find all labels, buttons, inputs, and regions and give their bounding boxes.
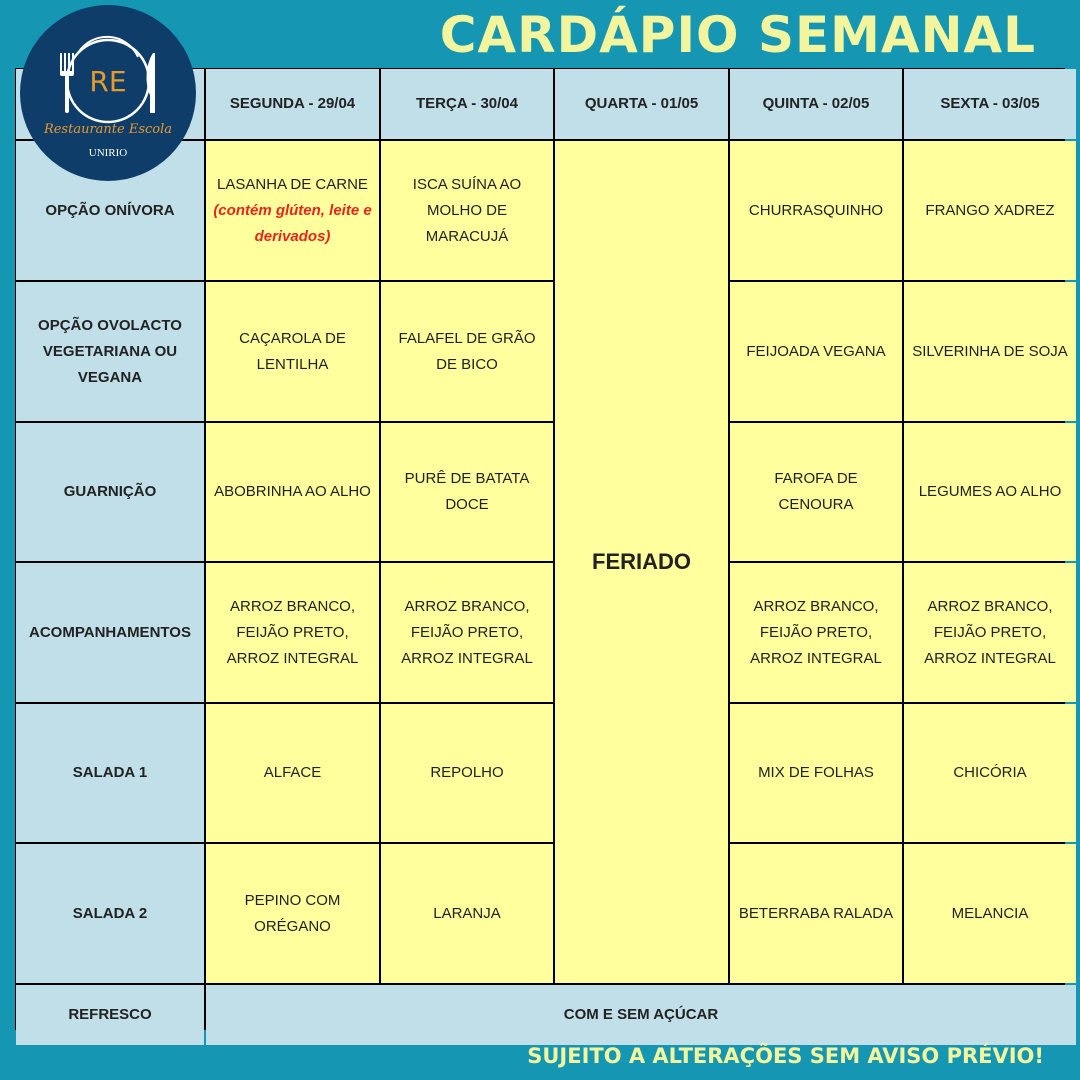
allergen-note: (contém glúten, leite e derivados) (213, 201, 372, 245)
dish: LASANHA DE CARNE (217, 175, 368, 193)
menu-cell: FEIJOADA VEGANA (730, 282, 902, 421)
logo-name: Restaurante Escola (43, 122, 173, 137)
row-label: REFRESCO (16, 985, 204, 1045)
menu-cell: CAÇAROLA DE LENTILHA (206, 282, 379, 421)
refresco-cell: COM E SEM AÇÚCAR (206, 985, 1076, 1045)
menu-cell: FAROFA DE CENOURA (730, 423, 902, 561)
menu-cell: PEPINO COM ORÉGANO (206, 844, 379, 983)
menu-cell: ABOBRINHA AO ALHO (206, 423, 379, 561)
row-label: ACOMPANHAMENTOS (16, 563, 204, 702)
menu-cell: LASANHA DE CARNE (contém glúten, leite e… (206, 141, 379, 280)
menu-cell: ISCA SUÍNA AO MOLHO DE MARACUJÁ (381, 141, 553, 280)
menu-cell: BETERRABA RALADA (730, 844, 902, 983)
menu-cell: ALFACE (206, 704, 379, 842)
menu-cell: ARROZ BRANCO, FEIJÃO PRETO, ARROZ INTEGR… (730, 563, 902, 702)
menu-cell: ARROZ BRANCO, FEIJÃO PRETO, ARROZ INTEGR… (904, 563, 1076, 702)
menu-table: SEGUNDA - 29/04 TERÇA - 30/04 QUARTA - 0… (15, 68, 1076, 1045)
menu-cell: FRANGO XADREZ (904, 141, 1076, 280)
day-header: QUARTA - 01/05 (555, 69, 728, 139)
row-label: OPÇÃO OVOLACTO VEGETARIANA OU VEGANA (16, 282, 204, 421)
day-header: QUINTA - 02/05 (730, 69, 902, 139)
menu-cell: MIX DE FOLHAS (730, 704, 902, 842)
restaurant-logo: RE Restaurante Escola UNIRIO (20, 5, 196, 181)
menu-cell: CHICÓRIA (904, 704, 1076, 842)
plate-cutlery-icon: RE (60, 35, 155, 124)
menu-cell: MELANCIA (904, 844, 1076, 983)
row-label: GUARNIÇÃO (16, 423, 204, 561)
menu-cell: FALAFEL DE GRÃO DE BICO (381, 282, 553, 421)
menu-cell: LARANJA (381, 844, 553, 983)
menu-cell: REPOLHO (381, 704, 553, 842)
disclaimer: SUJEITO A ALTERAÇÕES SEM AVISO PRÉVIO! (527, 1044, 1044, 1068)
menu-cell: PURÊ DE BATATA DOCE (381, 423, 553, 561)
menu-cell: SILVERINHA DE SOJA (904, 282, 1076, 421)
page-title: CARDÁPIO SEMANAL (439, 6, 1036, 64)
row-label: SALADA 2 (16, 844, 204, 983)
row-label: SALADA 1 (16, 704, 204, 842)
day-header: TERÇA - 30/04 (381, 69, 553, 139)
holiday-cell: FERIADO (555, 141, 728, 983)
menu-cell: ARROZ BRANCO, FEIJÃO PRETO, ARROZ INTEGR… (381, 563, 553, 702)
logo-org: UNIRIO (88, 147, 128, 159)
day-header: SEXTA - 03/05 (904, 69, 1076, 139)
menu-cell: LEGUMES AO ALHO (904, 423, 1076, 561)
svg-text:RE: RE (89, 65, 126, 98)
menu-cell: ARROZ BRANCO, FEIJÃO PRETO, ARROZ INTEGR… (206, 563, 379, 702)
day-header: SEGUNDA - 29/04 (206, 69, 379, 139)
menu-cell: CHURRASQUINHO (730, 141, 902, 280)
